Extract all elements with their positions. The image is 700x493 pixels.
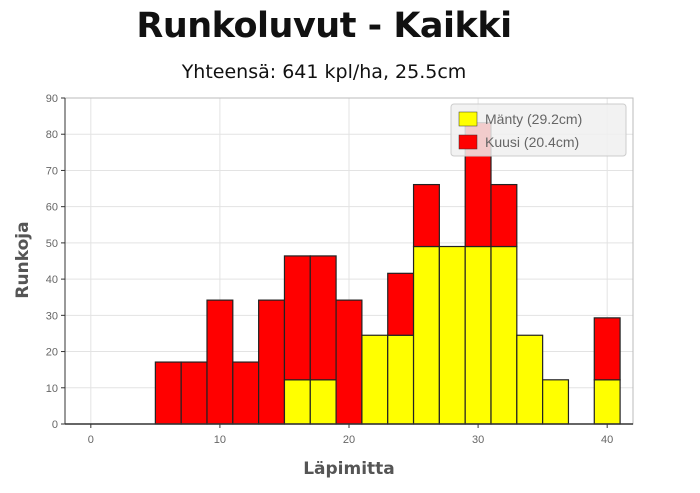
bars xyxy=(154,122,621,425)
bar-manty-34 xyxy=(516,334,544,425)
chart-subtitle: Yhteensä: 641 kpl/ha, 25.5cm xyxy=(181,61,467,83)
bar-kuusi-20 xyxy=(335,299,363,425)
bar-kuusi-40 xyxy=(593,317,621,381)
y-tick-label-90: 90 xyxy=(46,93,58,105)
legend-swatch-kuusi xyxy=(458,134,478,150)
bar-manty-28 xyxy=(438,245,466,425)
bar-kuusi-24 xyxy=(387,272,415,336)
legend-box xyxy=(450,103,627,157)
bar-kuusi-6 xyxy=(154,361,182,425)
bar-manty-32 xyxy=(490,245,518,425)
legend[interactable]: Mänty (29.2cm) Kuusi (20.4cm) xyxy=(450,103,627,157)
bar-kuusi-16 xyxy=(283,255,311,381)
bar-manty-30 xyxy=(464,245,492,425)
y-tick-label-0: 0 xyxy=(52,419,58,431)
x-axis-title: Läpimitta xyxy=(303,459,395,479)
bar-kuusi-10 xyxy=(206,299,234,425)
x-tick-label-20: 20 xyxy=(343,434,355,446)
bar-manty-36 xyxy=(542,379,570,425)
y-tick-label-40: 40 xyxy=(46,274,58,286)
x-tick-label-10: 10 xyxy=(214,434,226,446)
y-tick-label-60: 60 xyxy=(46,202,58,214)
x-tick-label-40: 40 xyxy=(601,434,613,446)
y-tick-label-20: 20 xyxy=(46,347,58,359)
legend-label-kuusi: Kuusi (20.4cm) xyxy=(485,134,579,150)
bar-manty-16 xyxy=(283,379,311,425)
bar-kuusi-8 xyxy=(180,361,208,425)
bar-kuusi-14 xyxy=(258,299,286,425)
chart-title: Runkoluvut - Kaikki xyxy=(136,6,512,46)
bar-manty-24 xyxy=(387,334,415,425)
legend-label-manty: Mänty (29.2cm) xyxy=(485,111,582,127)
x-tick-label-30: 30 xyxy=(472,434,484,446)
y-tick-label-10: 10 xyxy=(46,383,58,395)
bar-manty-40 xyxy=(593,379,621,425)
bar-manty-26 xyxy=(412,245,440,425)
y-tick-labels: 0 10 20 30 40 50 60 70 80 90 xyxy=(46,93,65,431)
bar-kuusi-26 xyxy=(412,183,440,248)
bar-manty-18 xyxy=(309,379,337,425)
bar-manty-22 xyxy=(361,334,389,425)
y-tick-label-80: 80 xyxy=(46,129,58,141)
x-tick-labels: 0 10 20 30 40 xyxy=(88,424,613,446)
legend-swatch-manty xyxy=(458,111,478,127)
y-tick-label-30: 30 xyxy=(46,310,58,322)
y-tick-label-50: 50 xyxy=(46,238,58,250)
x-tick-label-0: 0 xyxy=(88,434,94,446)
bar-kuusi-32 xyxy=(490,183,518,248)
y-tick-label-70: 70 xyxy=(46,165,58,177)
bar-kuusi-12 xyxy=(232,361,260,425)
y-axis-title: Runkoja xyxy=(13,221,33,298)
bar-kuusi-18 xyxy=(309,255,337,381)
